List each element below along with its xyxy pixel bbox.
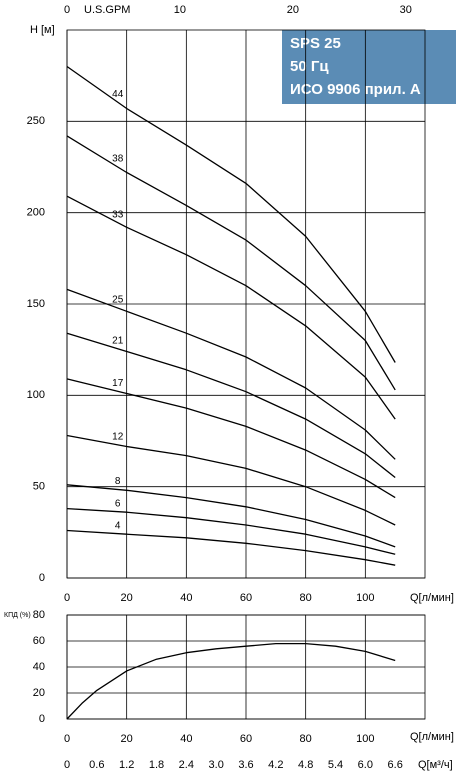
x-tick-label: 0 bbox=[64, 733, 70, 745]
x3-tick-label: 0 bbox=[64, 759, 70, 771]
x-tick-label: 0 bbox=[64, 592, 70, 604]
x-axis-label: Q[л/мин] bbox=[410, 592, 454, 604]
curve-label: 44 bbox=[112, 89, 124, 100]
x3-tick-label: 6.0 bbox=[358, 759, 373, 771]
x3-tick-label: 2.4 bbox=[179, 759, 194, 771]
x2-tick-label: 20 bbox=[287, 4, 299, 16]
x-tick-label: 20 bbox=[121, 733, 133, 745]
curve bbox=[66, 507, 396, 555]
curve bbox=[66, 288, 396, 460]
x-tick-label: 80 bbox=[300, 733, 312, 745]
x-tick-label: 20 bbox=[121, 592, 133, 604]
x2-tick-label: 30 bbox=[400, 4, 412, 16]
x-tick-label: 40 bbox=[180, 733, 192, 745]
x3-tick-label: 4.2 bbox=[268, 759, 283, 771]
y-tick-label: 20 bbox=[33, 687, 45, 699]
x-tick-label: 60 bbox=[240, 733, 252, 745]
curve-label: 4 bbox=[115, 520, 121, 531]
y-tick-label: 0 bbox=[39, 713, 45, 725]
x2-tick-label: 0 bbox=[64, 4, 70, 16]
x2-tick-label: 10 bbox=[174, 4, 186, 16]
x3-tick-label: 1.2 bbox=[119, 759, 134, 771]
x3-tick-label: 0.6 bbox=[89, 759, 104, 771]
x3-tick-label: 3.6 bbox=[238, 759, 253, 771]
curve-label: 12 bbox=[112, 431, 124, 442]
curve bbox=[66, 65, 396, 363]
curve bbox=[66, 529, 396, 566]
y-tick-label: 80 bbox=[33, 609, 45, 621]
x2-axis-label: U.S.GPM bbox=[84, 4, 130, 16]
y-axis-label: H [м] bbox=[30, 24, 55, 36]
title-line: SPS 25 bbox=[290, 35, 341, 52]
x-tick-label: 60 bbox=[240, 592, 252, 604]
curve-label: 38 bbox=[112, 154, 124, 165]
y-tick-label: 40 bbox=[33, 661, 45, 673]
x3-axis-label: Q[м³/ч] bbox=[418, 759, 453, 771]
y-axis-label: КПД (%) bbox=[4, 612, 31, 619]
x3-tick-label: 5.4 bbox=[328, 759, 343, 771]
y-tick-label: 60 bbox=[33, 635, 45, 647]
x3-tick-label: 3.0 bbox=[209, 759, 224, 771]
title-line: 50 Гц bbox=[290, 58, 329, 75]
curve bbox=[66, 434, 396, 526]
curve bbox=[66, 378, 396, 499]
curve-label: 6 bbox=[115, 498, 121, 509]
x-tick-label: 100 bbox=[356, 592, 374, 604]
y-tick-label: 200 bbox=[27, 207, 45, 219]
curve bbox=[66, 642, 396, 720]
curve bbox=[66, 195, 396, 420]
curve-label: 21 bbox=[112, 335, 124, 346]
x-tick-label: 80 bbox=[300, 592, 312, 604]
y-tick-label: 250 bbox=[27, 115, 45, 127]
y-tick-label: 50 bbox=[33, 481, 45, 493]
x3-tick-label: 1.8 bbox=[149, 759, 164, 771]
curve-label: 17 bbox=[112, 378, 124, 389]
x-tick-label: 40 bbox=[180, 592, 192, 604]
x3-tick-label: 4.8 bbox=[298, 759, 313, 771]
y-tick-label: 100 bbox=[27, 389, 45, 401]
x3-tick-label: 6.6 bbox=[388, 759, 403, 771]
title-line: ИСО 9906 прил. А bbox=[290, 81, 421, 98]
curve-label: 33 bbox=[112, 209, 124, 220]
curve-label: 8 bbox=[115, 476, 121, 487]
title-box bbox=[282, 30, 456, 104]
x-axis-label: Q[л/мин] bbox=[410, 731, 454, 743]
curve bbox=[66, 484, 396, 548]
curve bbox=[66, 135, 396, 391]
y-tick-label: 150 bbox=[27, 298, 45, 310]
curve bbox=[66, 332, 396, 479]
curve-label: 25 bbox=[112, 295, 124, 306]
y-tick-label: 0 bbox=[39, 572, 45, 584]
x-tick-label: 100 bbox=[356, 733, 374, 745]
